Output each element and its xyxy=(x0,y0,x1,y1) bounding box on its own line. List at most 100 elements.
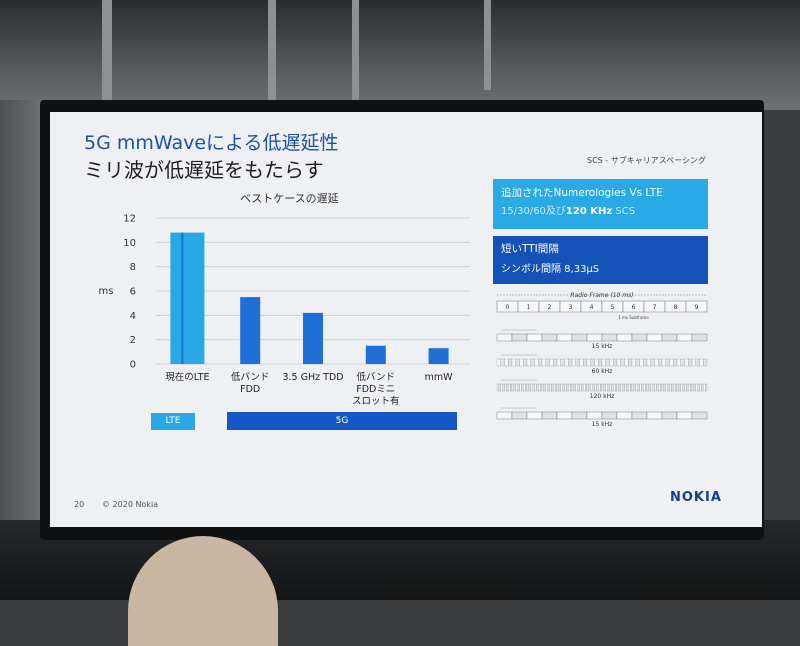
symbol-cell xyxy=(571,358,576,367)
symbol-cell xyxy=(691,383,694,392)
subframe-number: 9 xyxy=(695,304,699,311)
symbol-cell xyxy=(581,383,584,392)
symbol-cell xyxy=(650,383,653,392)
symbol-cell xyxy=(579,383,582,392)
symbol-cell xyxy=(695,358,700,367)
symbol-cell xyxy=(697,383,700,392)
symbol-cell xyxy=(630,383,633,392)
symbol-cell xyxy=(665,383,668,392)
symbol-cell xyxy=(639,358,644,367)
numerology-box: 追加されたNumerologies Vs LTE 15/30/60及び120 K… xyxy=(493,179,708,229)
symbol-cell xyxy=(693,383,696,392)
symbol-cell xyxy=(684,358,689,367)
symbol-cell xyxy=(515,383,518,392)
symbol-cell xyxy=(526,333,543,342)
symbol-cell xyxy=(669,358,674,367)
category-label: FDDミニ xyxy=(356,384,395,395)
symbol-cell xyxy=(631,358,636,367)
scs-values: 15/30/60及び xyxy=(501,206,566,217)
background-pillar xyxy=(268,0,276,100)
symbol-cell xyxy=(661,383,664,392)
scs-row-label: 15 kHz xyxy=(592,421,613,428)
symbol-cell xyxy=(566,383,569,392)
subframe-number: 3 xyxy=(569,304,573,311)
symbol-cell xyxy=(598,383,601,392)
tti-box: 短いTTI間隔 シンボル間隔 8,33μS xyxy=(493,236,708,284)
symbol-cell xyxy=(590,383,593,392)
symbol-cell xyxy=(667,383,670,392)
symbol-cell xyxy=(601,358,606,367)
symbol-cell xyxy=(596,383,599,392)
symbol-cell xyxy=(577,383,580,392)
symbol-cell xyxy=(570,383,573,392)
symbol-cell xyxy=(635,358,640,367)
symbol-cell xyxy=(508,383,511,392)
symbol-cell xyxy=(585,383,588,392)
symbol-cell xyxy=(543,383,546,392)
symbol-cell xyxy=(541,383,544,392)
symbol-cell xyxy=(676,333,693,342)
symbol-cell xyxy=(680,358,685,367)
symbol-cell xyxy=(568,383,571,392)
symbol-cell xyxy=(583,383,586,392)
symbol-cell xyxy=(564,383,567,392)
symbol-cell xyxy=(534,383,537,392)
symbol-cell xyxy=(691,333,708,342)
symbol-cell xyxy=(646,411,663,420)
symbol-cell xyxy=(530,383,533,392)
symbol-cell xyxy=(654,358,659,367)
slide-subtitle: ミリ波が低遅延をもたらす xyxy=(84,158,324,182)
symbol-cell xyxy=(496,383,499,392)
symbol-cell xyxy=(628,358,633,367)
background-wall-left xyxy=(0,100,40,600)
symbol-cell xyxy=(661,411,678,420)
symbol-cell xyxy=(504,383,507,392)
scs-row-label: 60 kHz xyxy=(592,368,613,375)
symbol-cell xyxy=(504,358,509,367)
symbol-cell xyxy=(513,383,516,392)
symbol-cell xyxy=(549,358,554,367)
symbol-cell xyxy=(631,411,648,420)
symbol-cell xyxy=(605,383,608,392)
symbol-cell xyxy=(633,383,636,392)
symbol-cell xyxy=(532,383,535,392)
symbol-cell xyxy=(588,383,591,392)
y-tick-label: 0 xyxy=(130,360,136,371)
subframe-note: 1 ms Subframe xyxy=(618,315,649,320)
nokia-logo: NOKIA xyxy=(670,490,722,505)
symbol-cell xyxy=(496,411,513,420)
symbol-cell xyxy=(660,383,663,392)
symbol-cell xyxy=(663,383,666,392)
symbol-cell xyxy=(656,383,659,392)
symbol-cell xyxy=(545,383,548,392)
y-axis-label: ms xyxy=(99,286,114,297)
symbol-cell xyxy=(528,383,531,392)
symbol-cell xyxy=(671,383,674,392)
symbol-cell xyxy=(650,358,655,367)
symbol-cell xyxy=(646,358,651,367)
symbol-cell xyxy=(541,358,546,367)
subframe-cell xyxy=(685,300,708,313)
subframe-number: 0 xyxy=(506,304,510,311)
symbol-cell xyxy=(560,358,565,367)
symbol-cell xyxy=(594,383,597,392)
slide-title: 5G mmWaveによる低遅延性 xyxy=(84,132,339,154)
symbol-cell xyxy=(699,358,704,367)
y-tick-label: 6 xyxy=(130,287,136,298)
symbol-cell xyxy=(500,358,505,367)
presentation-slide: 5G mmWaveによる低遅延性 ミリ波が低遅延をもたらす ベストケースの遅延 … xyxy=(50,112,762,527)
symbol-cell xyxy=(496,358,501,367)
symbol-cell xyxy=(564,358,569,367)
symbol-cell xyxy=(556,411,573,420)
symbol-cell xyxy=(613,383,616,392)
scs-unit: SCS xyxy=(612,206,636,217)
background-pillar xyxy=(484,0,491,90)
symbol-cell xyxy=(686,383,689,392)
symbol-cell xyxy=(517,383,520,392)
bar-2 xyxy=(303,312,323,364)
symbol-cell xyxy=(626,383,629,392)
symbol-cell xyxy=(631,333,648,342)
symbol-cell xyxy=(562,383,565,392)
symbol-cell xyxy=(620,358,625,367)
